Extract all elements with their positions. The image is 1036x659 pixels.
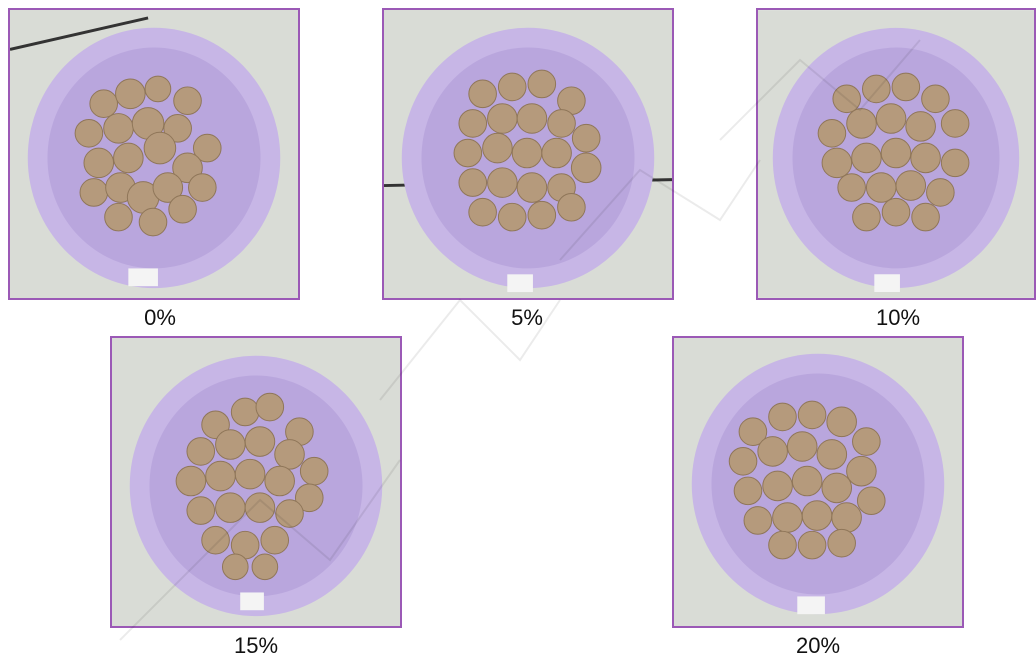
bowl-photo-20	[674, 338, 962, 626]
caption-10: 10%	[875, 305, 921, 330]
caption-0: 0%	[144, 305, 176, 330]
caption-20: 20%	[795, 633, 841, 658]
photo-panel-20	[672, 336, 964, 628]
bowl-photo-10	[758, 10, 1034, 298]
photo-panel-15	[110, 336, 402, 628]
caption-15: 15%	[233, 633, 279, 658]
bowl-photo-0	[10, 10, 298, 298]
photo-panel-5	[382, 8, 674, 300]
photo-panel-10	[756, 8, 1036, 300]
photo-panel-0	[8, 8, 300, 300]
bowl-photo-5	[384, 10, 672, 298]
caption-5: 5%	[511, 305, 543, 330]
bowl-photo-15	[112, 338, 400, 626]
